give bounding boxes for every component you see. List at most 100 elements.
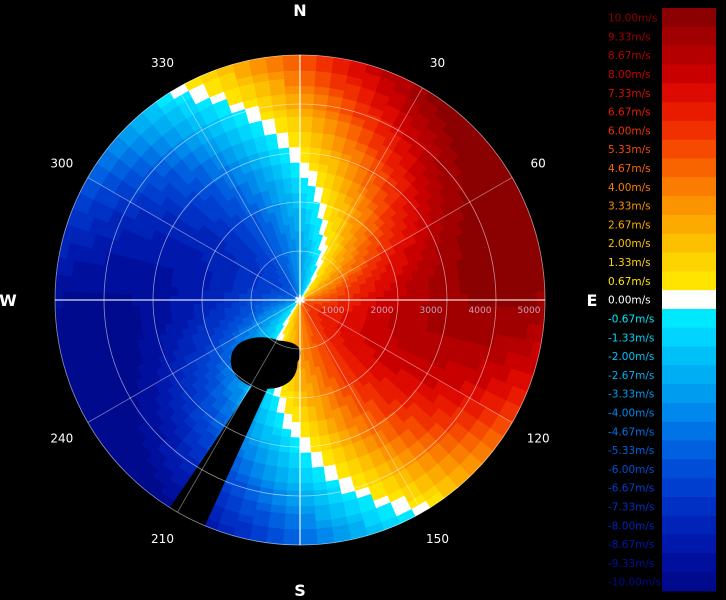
legend-swatch: [662, 64, 716, 84]
legend-swatch: [662, 440, 716, 460]
velocity-cell: [474, 280, 484, 295]
velocity-cell: [397, 281, 407, 290]
velocity-cell: [490, 306, 500, 322]
velocity-cell: [413, 286, 423, 297]
velocity-cell: [299, 368, 306, 377]
legend-swatch: [662, 120, 716, 141]
velocity-cell: [85, 277, 95, 294]
velocity-cell: [123, 281, 133, 295]
velocity-cell: [497, 306, 507, 322]
velocity-cell: [284, 192, 294, 202]
velocity-cell: [289, 223, 296, 233]
velocity-cell: [100, 306, 110, 322]
velocity-cell: [77, 276, 88, 293]
velocity-cell: [299, 452, 312, 462]
velocity-cell: [285, 498, 301, 508]
velocity-cell: [290, 169, 301, 179]
velocity-cell: [116, 280, 126, 295]
velocity-cell: [238, 301, 248, 307]
velocity-cell: [299, 77, 316, 87]
legend-swatch: [662, 233, 716, 253]
azimuth-spoke: [177, 87, 301, 301]
range-label: 3000: [420, 306, 443, 316]
velocity-cell: [283, 62, 301, 72]
legend-swatch: [662, 327, 716, 347]
velocity-cell: [294, 230, 301, 240]
velocity-cell: [299, 192, 308, 202]
legend-swatch: [662, 271, 716, 291]
velocity-cell: [284, 398, 294, 408]
velocity-cell: [299, 360, 306, 370]
velocity-cell: [290, 161, 301, 171]
legend-swatch: [662, 346, 716, 366]
velocity-cell: [305, 375, 313, 385]
velocity-cell: [283, 70, 301, 79]
velocity-cell: [246, 301, 255, 306]
velocity-cell: [192, 303, 202, 312]
azimuth-label: 120: [527, 432, 550, 446]
velocity-cell: [299, 184, 309, 194]
velocity-cell: [398, 288, 408, 297]
velocity-cell: [62, 307, 72, 326]
legend-label: -4.00m/s: [608, 407, 654, 419]
velocity-cell: [505, 306, 515, 323]
velocity-cell: [70, 307, 80, 325]
velocity-cell: [299, 376, 307, 385]
velocity-cell: [284, 513, 301, 523]
velocity-cell: [299, 383, 307, 393]
velocity-cell: [398, 303, 408, 312]
velocity-cell: [284, 505, 301, 515]
velocity-cell: [299, 490, 315, 500]
legend-label: 6.00m/s: [608, 125, 651, 137]
velocity-cell: [299, 169, 310, 179]
legend-label: -7.33m/s: [608, 502, 654, 514]
velocity-cell: [123, 305, 133, 319]
velocity-cell: [307, 413, 318, 423]
velocity-cell: [177, 303, 187, 314]
velocity-cell: [305, 383, 314, 392]
cardinal-label: N: [293, 1, 306, 20]
velocity-cell: [290, 230, 297, 240]
velocity-cell: [429, 285, 439, 296]
velocity-cell: [287, 131, 301, 140]
legend-swatch: [662, 214, 716, 235]
legend-label: -1.33m/s: [608, 332, 654, 344]
velocity-cell: [299, 215, 307, 224]
velocity-cell: [299, 498, 315, 508]
velocity-cell: [287, 123, 301, 133]
velocity-cell: [177, 311, 188, 322]
velocity-cell: [352, 293, 362, 299]
legend-swatch: [662, 553, 716, 573]
velocity-cell: [459, 305, 469, 318]
velocity-cell: [310, 139, 323, 149]
color-legend: 10.00m/s 9.33m/s 8.67m/s 8.00m/s 7.33m/s 6.67…: [606, 8, 716, 592]
velocity-cell: [286, 482, 301, 492]
velocity-cell: [299, 482, 314, 492]
velocity-cell: [421, 286, 431, 297]
velocity-cell: [299, 62, 317, 72]
velocity-cell: [282, 54, 301, 64]
velocity-cell: [505, 277, 515, 294]
velocity-cell: [161, 304, 171, 315]
velocity-cell: [299, 421, 310, 431]
velocity-cell: [154, 284, 164, 296]
legend-swatch: [662, 26, 716, 47]
velocity-cell: [285, 92, 301, 102]
velocity-cell: [208, 308, 218, 317]
velocity-cell: [279, 436, 291, 446]
legend-swatch: [662, 102, 716, 122]
legend-swatch: [662, 421, 716, 441]
azimuth-label: 330: [151, 56, 174, 70]
velocity-cell: [291, 406, 301, 416]
velocity-cell: [290, 421, 301, 431]
velocity-cell: [299, 467, 313, 477]
velocity-cell: [184, 303, 194, 313]
legend-label: -2.67m/s: [608, 370, 654, 382]
velocity-cell: [215, 302, 225, 310]
velocity-cell: [294, 223, 301, 232]
velocity-cell: [280, 428, 292, 438]
legend-swatch: [662, 308, 716, 329]
azimuth-spoke: [87, 177, 301, 301]
velocity-cell: [293, 376, 301, 385]
velocity-cell: [299, 115, 314, 125]
